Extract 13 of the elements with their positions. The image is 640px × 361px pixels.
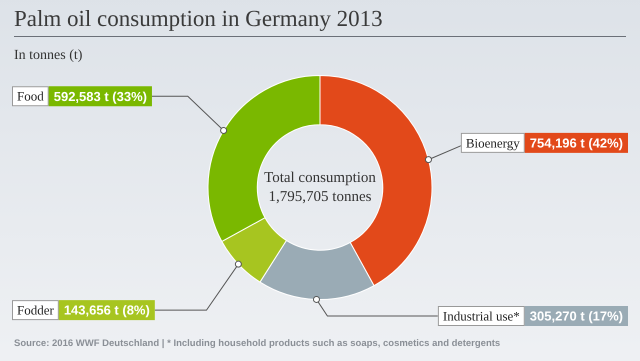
source-note: Source: 2016 WWF Deutschland | * Including household products such as soaps, cosmetics and detergents	[14, 338, 500, 349]
chart-subtitle: In tonnes (t)	[14, 48, 82, 64]
slice-label: Bioenergy	[466, 135, 520, 150]
slice-label: Fodder	[17, 302, 54, 318]
data-label: 592,583 t (33%)	[54, 88, 147, 104]
slice-label: Food	[17, 88, 44, 104]
text: 1,795,705 tonnes	[268, 188, 372, 205]
slice-label: Industrial use*	[442, 308, 520, 324]
data-label: 143,656 t (8%)	[64, 302, 150, 318]
data-label: 305,270 t (17%)	[530, 308, 624, 324]
chart-title: Palm oil consumption in Germany 2013	[14, 6, 383, 32]
data-label: 754,196 t (42%)	[530, 136, 624, 151]
text: Total consumption	[264, 170, 376, 186]
